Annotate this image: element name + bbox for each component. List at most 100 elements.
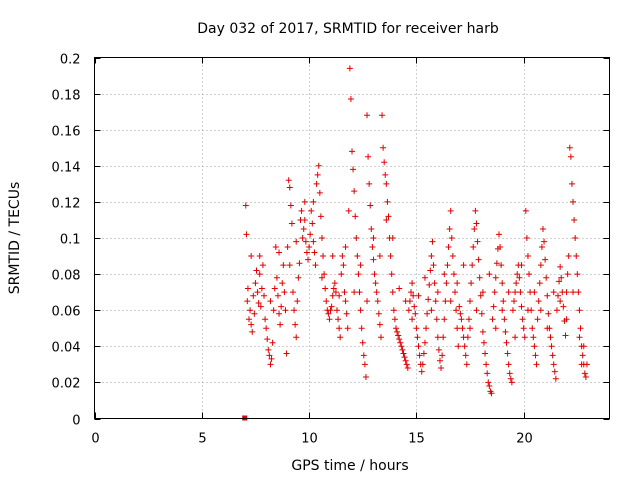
data-point: [244, 285, 251, 292]
data-point: [441, 316, 448, 323]
data-point: [253, 267, 260, 274]
data-point: [309, 220, 316, 227]
data-point: [474, 238, 481, 245]
data-point: [286, 262, 293, 269]
y-tick-label: 0.2: [60, 53, 81, 68]
data-point: [337, 334, 344, 341]
data-point: [409, 316, 416, 323]
data-point: [506, 370, 513, 377]
data-point: [278, 303, 285, 310]
data-point: [403, 361, 410, 368]
data-point: [581, 370, 588, 377]
data-point: [371, 271, 378, 278]
data-point: [547, 334, 554, 341]
data-point: [512, 289, 519, 296]
data-point: [343, 310, 350, 317]
data-point: [255, 299, 262, 306]
data-point: [302, 238, 309, 245]
data-point: [448, 235, 455, 241]
data-point: [325, 310, 332, 317]
data-point: [374, 298, 381, 305]
data-point: [421, 339, 428, 346]
data-point: [567, 153, 574, 160]
data-point: [279, 280, 286, 287]
data-point: [277, 321, 284, 328]
data-point: [571, 216, 578, 223]
data-point: [459, 325, 466, 332]
data-point: [452, 289, 458, 296]
data-point: [246, 316, 252, 323]
data-point: [396, 285, 403, 292]
data-point: [289, 289, 296, 296]
data-point: [266, 352, 273, 359]
data-point: [532, 352, 539, 359]
data-point: [243, 231, 250, 238]
data-point: [507, 375, 514, 382]
data-point: [259, 262, 266, 269]
data-point: [492, 274, 499, 281]
data-point: [577, 325, 584, 332]
data-point: [364, 112, 371, 119]
data-point: [471, 225, 478, 232]
data-point: [552, 375, 559, 382]
data-point: [410, 292, 417, 299]
data-point: [389, 235, 396, 241]
data-point: [316, 189, 323, 196]
data-point: [375, 310, 382, 317]
data-point: [306, 244, 313, 251]
data-point: [421, 274, 428, 281]
data-point: [562, 332, 569, 339]
data-point: [531, 343, 538, 350]
data-point: [568, 180, 575, 187]
data-point: [299, 235, 306, 241]
data-point: [356, 289, 363, 296]
data-point: [269, 339, 276, 346]
data-point: [582, 373, 589, 380]
data-point: [276, 249, 283, 256]
data-point: [523, 235, 530, 241]
data-point: [276, 310, 283, 317]
data-point: [301, 198, 308, 205]
x-axis-label: GPS time / hours: [291, 458, 408, 474]
data-point: [376, 253, 383, 260]
y-tick-label: 0.14: [52, 161, 81, 176]
data-point: [310, 238, 317, 245]
data-point: [424, 310, 431, 317]
data-point: [342, 244, 349, 251]
data-point: [570, 289, 577, 296]
gridlines: [94, 57, 610, 419]
data-point: [537, 262, 544, 269]
data-point: [318, 235, 325, 241]
data-point: [350, 166, 357, 173]
data-point: [511, 298, 518, 305]
data-point: [351, 289, 358, 296]
data-point: [415, 292, 422, 299]
data-point: [425, 296, 432, 303]
data-point: [267, 298, 274, 305]
data-point: [258, 285, 265, 292]
data-point: [399, 346, 406, 353]
data-point: [257, 303, 264, 310]
data-point: [330, 285, 337, 292]
data-point: [320, 253, 327, 260]
data-point: [265, 346, 272, 353]
data-point: [336, 292, 343, 299]
data-point: [473, 220, 480, 227]
data-point: [428, 307, 435, 314]
data-point: [456, 303, 463, 310]
data-point: [495, 231, 502, 238]
data-point: [307, 231, 314, 238]
y-axis-ticks: 0 0.02 0.04 0.06 0.08 0.1 0.12 0.14 0.16 0.18 0.2: [52, 53, 610, 429]
data-point: [383, 216, 390, 223]
data-point: [542, 256, 549, 263]
data-point: [434, 289, 441, 296]
data-point: [392, 325, 399, 332]
y-tick-label: 0.04: [52, 341, 81, 356]
data-point: [360, 352, 367, 359]
data-point: [530, 334, 537, 341]
data-point: [267, 361, 274, 368]
data-point: [405, 307, 412, 314]
data-point: [329, 292, 336, 299]
data-point: [413, 325, 420, 332]
